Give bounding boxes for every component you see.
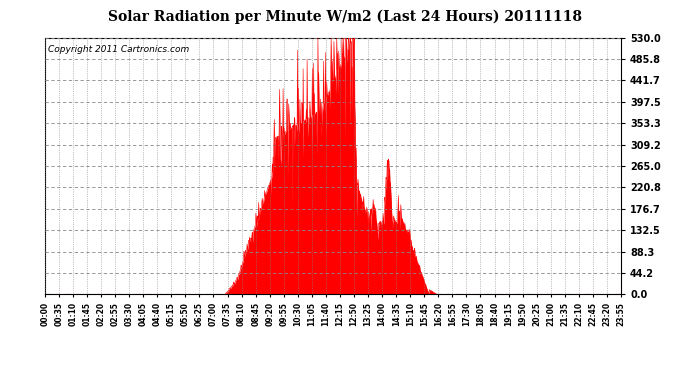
Text: Solar Radiation per Minute W/m2 (Last 24 Hours) 20111118: Solar Radiation per Minute W/m2 (Last 24… [108, 9, 582, 24]
Text: Copyright 2011 Cartronics.com: Copyright 2011 Cartronics.com [48, 45, 189, 54]
